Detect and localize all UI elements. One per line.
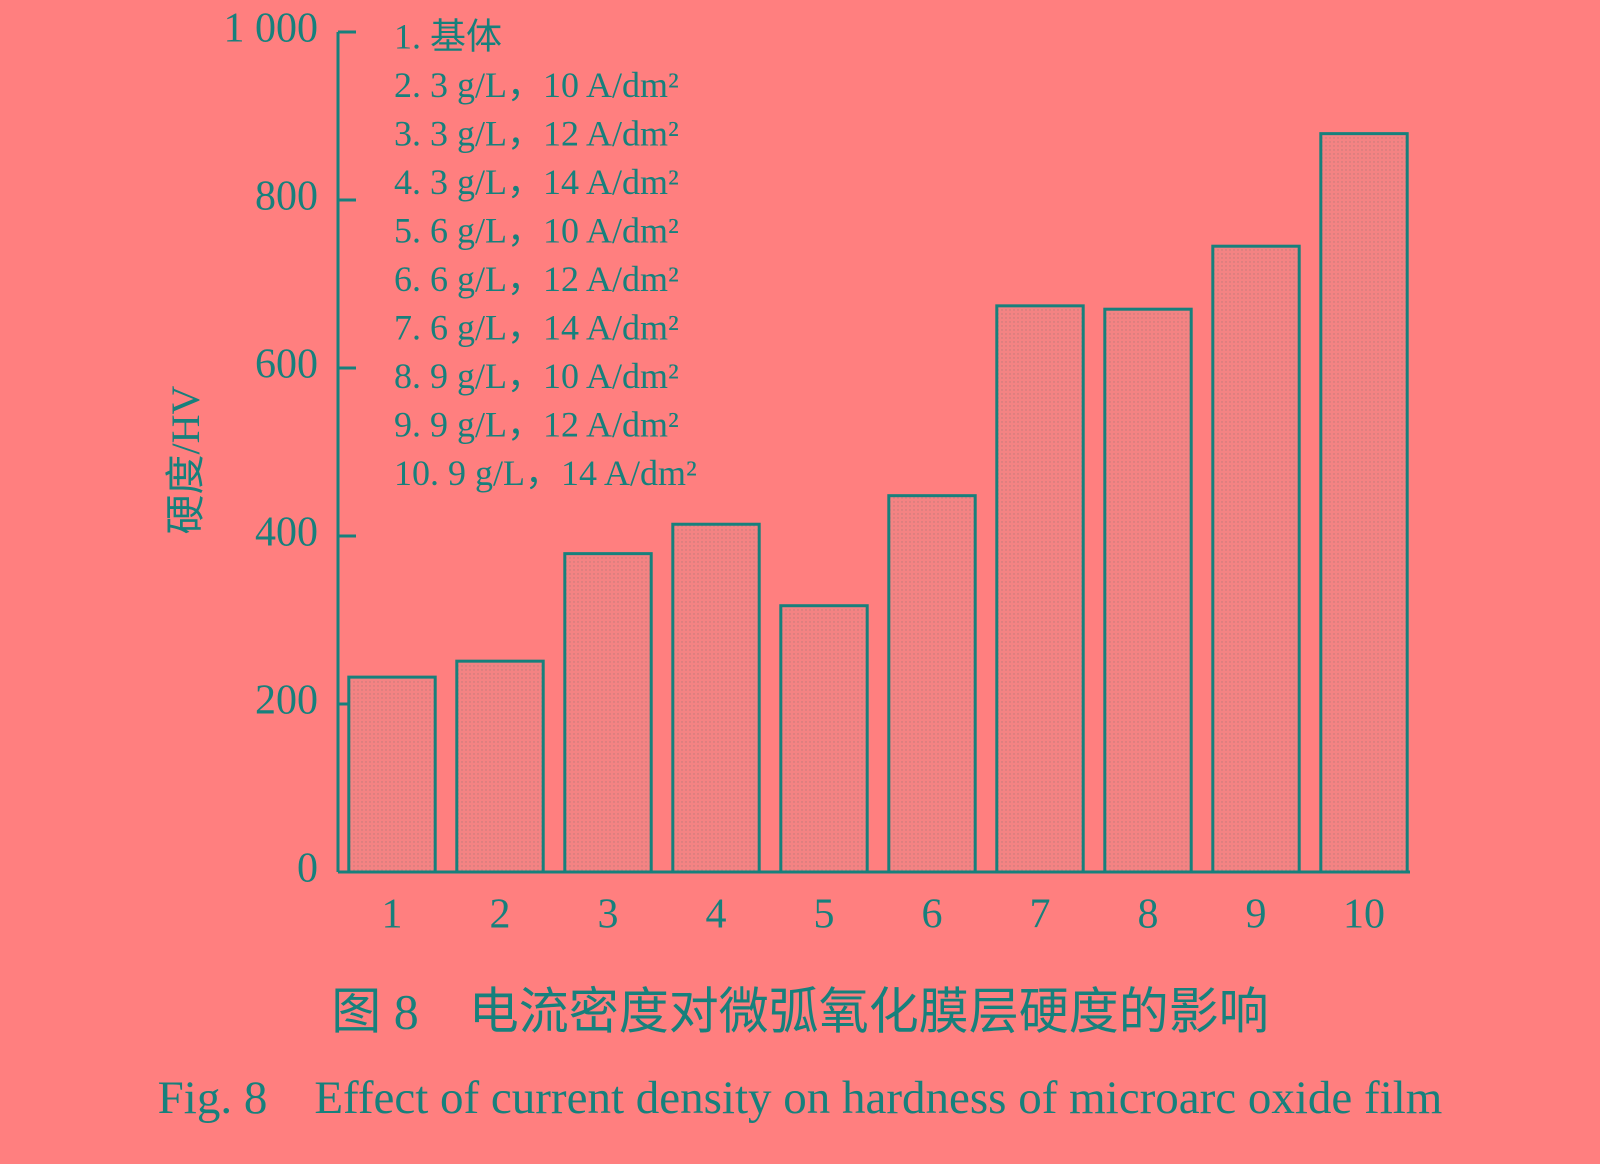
y-tick-label: 800 <box>255 174 318 220</box>
legend-entry: 1. 基体 <box>394 16 502 56</box>
bar <box>1103 307 1193 874</box>
x-tick-label: 9 <box>1246 892 1267 938</box>
legend-entry: 5. 6 g/L，10 A/dm² <box>394 210 679 250</box>
x-tick-label: 8 <box>1138 892 1159 938</box>
legend-entry: 4. 3 g/L，14 A/dm² <box>394 162 679 202</box>
x-tick-label: 2 <box>490 892 511 938</box>
caption-en: Fig. 8 Effect of current density on hard… <box>158 1072 1443 1124</box>
bar <box>347 675 437 874</box>
legend-entry: 7. 6 g/L，14 A/dm² <box>394 307 679 347</box>
legend-entry: 10. 9 g/L，14 A/dm² <box>394 453 697 493</box>
y-tick-label: 400 <box>255 510 318 556</box>
x-tick-label: 10 <box>1343 892 1385 938</box>
x-tick-label: 1 <box>382 892 403 938</box>
legend-entry: 9. 9 g/L，12 A/dm² <box>394 404 679 444</box>
bar <box>995 304 1085 874</box>
bar <box>455 659 545 874</box>
bar <box>563 552 653 874</box>
y-axis-label: 硬度/HV <box>163 385 208 534</box>
x-tick-label: 3 <box>598 892 619 938</box>
bar <box>1319 132 1409 874</box>
legend-entry: 3. 3 g/L，12 A/dm² <box>394 113 679 153</box>
caption-cn: 图 8 电流密度对微弧氧化膜层硬度的影响 <box>331 983 1269 1039</box>
y-tick-label: 600 <box>255 342 318 388</box>
x-tick-label: 6 <box>922 892 943 938</box>
x-tick-label: 7 <box>1030 892 1051 938</box>
bar <box>1211 244 1301 874</box>
x-tick-label: 4 <box>706 892 727 938</box>
y-tick-label: 200 <box>255 678 318 724</box>
legend-entry: 2. 3 g/L，10 A/dm² <box>394 65 679 105</box>
bar <box>671 522 761 874</box>
y-tick-label: 0 <box>297 846 318 892</box>
bar <box>887 494 977 874</box>
y-tick-label: 1 000 <box>224 6 319 52</box>
legend-entry: 8. 9 g/L，10 A/dm² <box>394 356 679 396</box>
bar <box>779 604 869 874</box>
x-tick-label: 5 <box>814 892 835 938</box>
legend-entry: 6. 6 g/L，12 A/dm² <box>394 259 679 299</box>
